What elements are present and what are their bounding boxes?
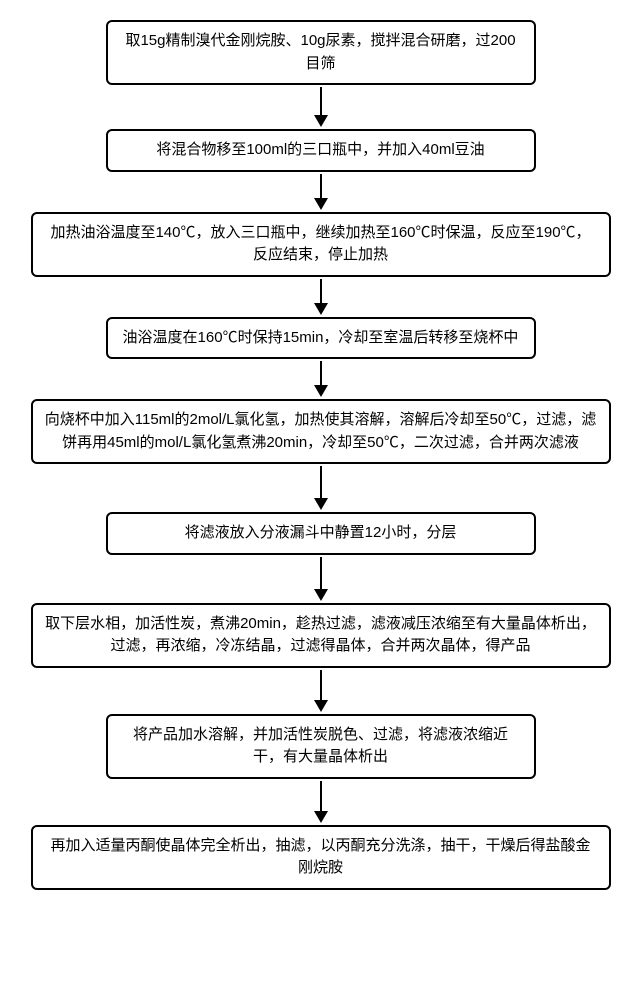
flowchart-container: 取15g精制溴代金刚烷胺、10g尿素，搅拌混合研磨，过200目筛 将混合物移至1…	[20, 20, 621, 890]
flow-arrow	[314, 174, 328, 210]
flow-node: 取下层水相，加活性炭，煮沸20min，趁热过滤，滤液减压浓缩至有大量晶体析出，过…	[31, 603, 611, 668]
flow-node: 再加入适量丙酮使晶体完全析出，抽滤，以丙酮充分洗涤，抽干，干燥后得盐酸金刚烷胺	[31, 825, 611, 890]
flow-arrow	[314, 279, 328, 315]
flow-arrow	[314, 87, 328, 127]
flow-node: 取15g精制溴代金刚烷胺、10g尿素，搅拌混合研磨，过200目筛	[106, 20, 536, 85]
flow-node: 将滤液放入分液漏斗中静置12小时，分层	[106, 512, 536, 555]
flow-node: 向烧杯中加入115ml的2mol/L氯化氢，加热使其溶解，溶解后冷却至50℃，过…	[31, 399, 611, 464]
flow-arrow	[314, 466, 328, 510]
flow-arrow	[314, 557, 328, 601]
flow-arrow	[314, 361, 328, 397]
flow-node: 将产品加水溶解，并加活性炭脱色、过滤，将滤液浓缩近干，有大量晶体析出	[106, 714, 536, 779]
flow-node: 将混合物移至100ml的三口瓶中，并加入40ml豆油	[106, 129, 536, 172]
flow-node: 油浴温度在160℃时保持15min，冷却至室温后转移至烧杯中	[106, 317, 536, 360]
flow-arrow	[314, 670, 328, 712]
flow-arrow	[314, 781, 328, 823]
flow-node: 加热油浴温度至140℃，放入三口瓶中，继续加热至160℃时保温，反应至190℃，…	[31, 212, 611, 277]
